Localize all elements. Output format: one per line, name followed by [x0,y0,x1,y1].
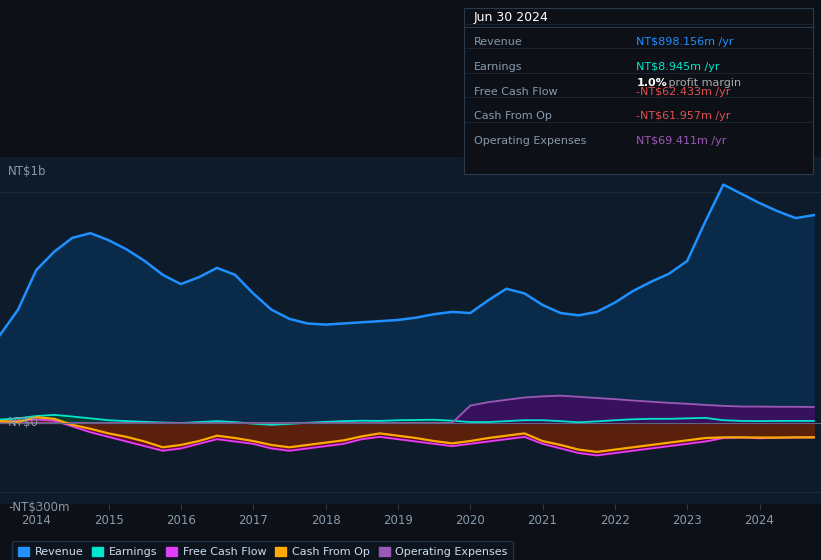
Text: -NT$300m: -NT$300m [8,501,70,514]
Text: Revenue: Revenue [474,38,522,48]
Text: Operating Expenses: Operating Expenses [474,136,586,146]
Text: Free Cash Flow: Free Cash Flow [474,87,557,97]
Text: profit margin: profit margin [665,78,741,88]
Text: Jun 30 2024: Jun 30 2024 [474,11,548,24]
Text: Cash From Op: Cash From Op [474,111,552,122]
Legend: Revenue, Earnings, Free Cash Flow, Cash From Op, Operating Expenses: Revenue, Earnings, Free Cash Flow, Cash … [12,541,513,560]
Text: NT$898.156m /yr: NT$898.156m /yr [636,38,734,48]
Text: NT$1b: NT$1b [8,165,47,178]
Text: NT$8.945m /yr: NT$8.945m /yr [636,62,720,72]
Text: -NT$62.433m /yr: -NT$62.433m /yr [636,87,731,97]
Text: NT$0: NT$0 [8,417,39,430]
Text: -NT$61.957m /yr: -NT$61.957m /yr [636,111,731,122]
Text: Earnings: Earnings [474,62,522,72]
Text: 1.0%: 1.0% [636,78,667,88]
Text: NT$69.411m /yr: NT$69.411m /yr [636,136,727,146]
